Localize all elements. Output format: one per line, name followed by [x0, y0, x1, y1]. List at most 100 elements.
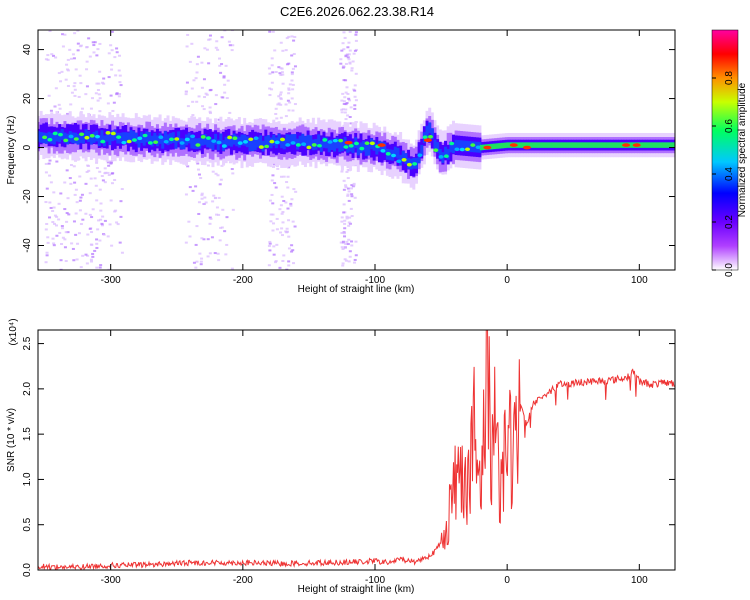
ridge-band: [126, 132, 130, 144]
ridge-core: [656, 142, 660, 148]
haze-speck: [199, 260, 203, 263]
haze-speck: [79, 196, 83, 199]
haze-speck: [282, 254, 286, 257]
haze-speck: [287, 247, 291, 250]
haze-speck: [47, 94, 51, 97]
haze-speck: [84, 253, 88, 256]
ridge-blob: [327, 140, 333, 144]
haze-speck: [49, 206, 53, 209]
ridge-blob: [258, 145, 264, 149]
haze-speck: [346, 114, 350, 117]
haze-speck: [274, 260, 278, 263]
haze-speck: [51, 237, 55, 240]
haze-speck: [348, 255, 352, 258]
ridge-band: [105, 130, 109, 142]
haze-speck: [118, 241, 122, 244]
ridge-blob: [63, 138, 69, 143]
ridge-band: [63, 132, 67, 144]
haze-speck: [339, 62, 343, 65]
haze-speck: [190, 87, 194, 90]
haze-speck: [106, 171, 110, 174]
haze-speck: [71, 247, 75, 250]
haze-speck: [268, 30, 272, 33]
haze-speck: [340, 246, 344, 249]
haze-speck: [113, 178, 117, 181]
haze-speck: [117, 95, 121, 98]
haze-speck: [74, 233, 78, 236]
haze-speck: [340, 99, 344, 102]
haze-speck: [109, 44, 113, 47]
y-tick-label: -40: [22, 238, 33, 253]
haze-speck: [66, 69, 70, 72]
haze-speck: [208, 89, 212, 92]
haze-speck: [214, 94, 218, 97]
haze-speck: [278, 72, 282, 75]
haze-speck: [203, 196, 207, 199]
spectrogram-y-axis-label: Frequency (Hz): [6, 116, 17, 185]
haze-speck: [286, 230, 290, 233]
haze-speck: [205, 48, 209, 51]
ridge-core: [606, 142, 610, 148]
ridge-blob: [306, 145, 312, 150]
ridge-band: [132, 131, 136, 142]
ridge-band: [235, 135, 239, 147]
haze-speck: [200, 192, 204, 195]
haze-speck: [66, 113, 70, 116]
haze-speck: [84, 182, 88, 185]
ridge-band: [327, 141, 331, 153]
haze-speck: [93, 249, 97, 252]
haze-speck: [200, 237, 204, 240]
haze-speck: [268, 94, 272, 97]
ridge-blob: [422, 135, 428, 139]
y-tick-label: 0: [22, 144, 33, 150]
snr-y-ticks: 0.0 0.5 1.0 1.5 2.0 2.5: [22, 336, 675, 577]
haze-speck: [208, 106, 212, 109]
haze-speck: [45, 254, 49, 257]
haze-speck: [54, 224, 58, 227]
haze-speck: [114, 74, 118, 77]
haze-speck: [119, 84, 123, 87]
haze-speck: [290, 244, 294, 247]
ridge-band: [148, 132, 152, 143]
haze-speck: [100, 224, 104, 227]
haze-speck: [223, 30, 227, 32]
ridge-blob: [242, 140, 248, 144]
ridge-core: [492, 143, 496, 150]
ridge-band: [153, 132, 157, 144]
haze-speck: [72, 165, 76, 168]
ridge-core: [617, 142, 621, 148]
snr-marks: [38, 330, 675, 570]
haze-speck: [199, 263, 203, 266]
haze-speck: [65, 169, 69, 172]
ridge-band: [290, 134, 294, 145]
spectrogram-x-axis-label: Height of straight line (km): [298, 284, 415, 295]
haze-speck: [268, 249, 272, 252]
haze-speck: [231, 208, 235, 211]
haze-speck: [90, 231, 94, 234]
haze-speck: [81, 254, 85, 257]
haze-speck: [107, 164, 111, 167]
haze-speck: [72, 220, 76, 223]
ridge-peak: [522, 145, 531, 150]
haze-speck: [281, 259, 285, 262]
haze-speck: [224, 64, 228, 67]
haze-speck: [344, 79, 348, 82]
ridge-band: [293, 135, 297, 155]
haze-speck: [78, 175, 82, 178]
haze-speck: [340, 108, 344, 111]
ridge-band: [436, 142, 440, 153]
haze-speck: [278, 93, 282, 96]
haze-speck: [270, 57, 274, 60]
haze-speck: [284, 49, 288, 52]
ridge-band: [473, 141, 477, 153]
haze-speck: [351, 60, 355, 63]
haze-speck: [59, 268, 63, 270]
haze-speck: [68, 177, 72, 180]
haze-speck: [91, 208, 95, 211]
haze-speck: [231, 44, 235, 47]
haze-speck: [96, 48, 100, 51]
ridge-blob: [322, 138, 328, 142]
ridge-core: [574, 142, 578, 148]
haze-speck: [97, 82, 101, 85]
haze-speck: [346, 193, 350, 196]
